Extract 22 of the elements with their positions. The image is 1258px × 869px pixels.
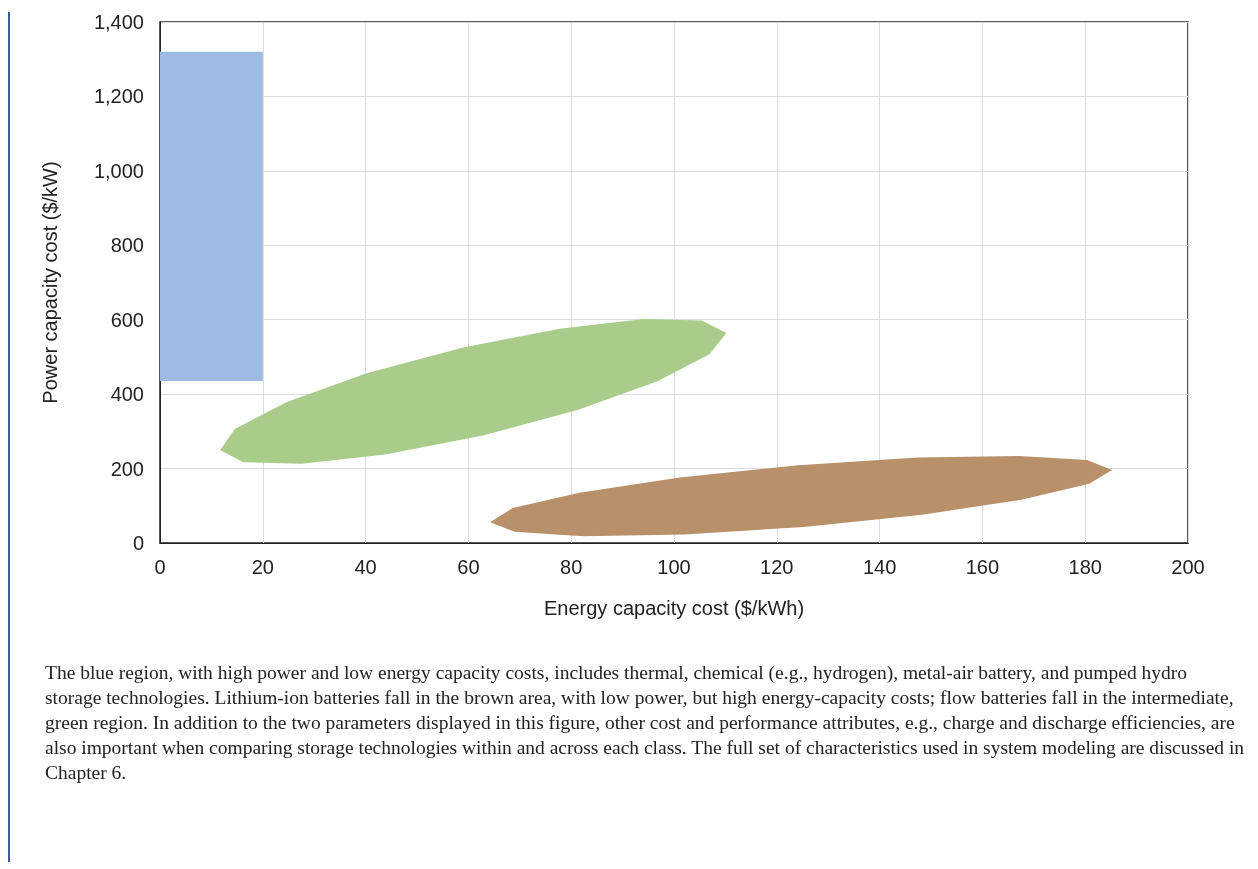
x-tick-label: 160 xyxy=(965,556,1000,578)
y-tick-label: 1,200 xyxy=(93,85,144,108)
x-tick-label: 0 xyxy=(154,556,166,578)
x-tick-label: 200 xyxy=(1171,556,1205,578)
x-axis-title: Energy capacity cost ($/kWh) xyxy=(543,597,805,619)
y-tick-label: 1,000 xyxy=(93,159,144,182)
y-tick-label: 800 xyxy=(110,234,144,257)
x-tick-label: 40 xyxy=(354,556,377,578)
x-tick-label: 100 xyxy=(657,556,691,578)
x-tick-label: 140 xyxy=(862,556,897,578)
y-tick-label: 1,400 xyxy=(93,11,144,33)
x-tick-label: 20 xyxy=(251,556,274,578)
y-axis-title: Power capacity cost ($/kW) xyxy=(39,161,61,404)
y-tick-label: 200 xyxy=(110,457,144,480)
x-tick-label: 120 xyxy=(760,556,794,578)
x-tick-label: 180 xyxy=(1068,556,1102,578)
y-tick-label: 0 xyxy=(132,532,144,554)
y-tick-label: 400 xyxy=(110,383,144,406)
x-tick-label: 60 xyxy=(457,556,480,578)
text: The blue region, with high power and low energy capacity costs, includes thermal, chemical (e.g., hydrogen), metal-air battery, and pumped hydro storage technologies. Lithium-ion batteries fall in the brown area, with low power, but high energy-capacity costs; flow batteries fall in the intermediate, green region. In addition to the two parameters displayed in this figure, other cost and performance attributes, e.g., charge and discharge efficiencies, are also important when comparing storage technologies within and across each class. The full set of characteristics used in system modeling are discussed in Chapter 6. xyxy=(45,661,1245,785)
y-tick-label: 600 xyxy=(110,308,144,331)
x-tick-label: 80 xyxy=(560,556,583,578)
